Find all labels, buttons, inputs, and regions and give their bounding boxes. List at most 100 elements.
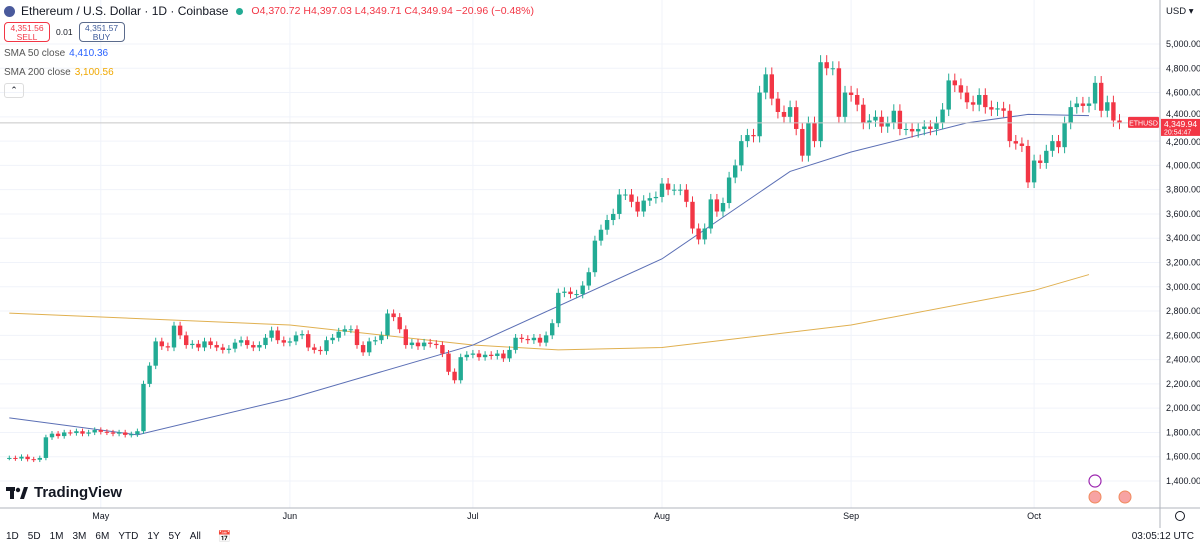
- candle[interactable]: [263, 337, 268, 346]
- candle[interactable]: [745, 135, 750, 142]
- candle[interactable]: [80, 431, 85, 434]
- candle[interactable]: [354, 329, 360, 346]
- candle[interactable]: [885, 122, 890, 127]
- candle[interactable]: [196, 343, 201, 348]
- candle[interactable]: [74, 431, 79, 434]
- candle[interactable]: [562, 291, 567, 293]
- symbol-title[interactable]: Ethereum / U.S. Dollar · 1D · Coinbase: [21, 4, 229, 18]
- candle[interactable]: [458, 357, 463, 381]
- settings-icon[interactable]: [1175, 511, 1185, 521]
- candle[interactable]: [1007, 110, 1012, 142]
- candle[interactable]: [501, 353, 506, 359]
- candle[interactable]: [409, 342, 415, 346]
- candle[interactable]: [818, 62, 823, 142]
- candle[interactable]: [629, 194, 634, 202]
- candle[interactable]: [1068, 107, 1073, 123]
- chevron-up-icon[interactable]: ⌃: [4, 83, 24, 98]
- range-6m[interactable]: 6M: [95, 530, 110, 542]
- candle[interactable]: [470, 353, 476, 355]
- candle[interactable]: [1019, 143, 1025, 146]
- candle[interactable]: [556, 292, 561, 324]
- candle[interactable]: [226, 348, 232, 350]
- candle[interactable]: [110, 432, 116, 434]
- candle[interactable]: [306, 334, 311, 348]
- us-flag-icon[interactable]: [1088, 490, 1102, 504]
- candle[interactable]: [708, 199, 713, 229]
- candle[interactable]: [733, 165, 738, 178]
- candle[interactable]: [806, 122, 811, 156]
- candle[interactable]: [220, 347, 225, 350]
- candle[interactable]: [983, 94, 988, 108]
- candle[interactable]: [153, 341, 158, 366]
- candle[interactable]: [104, 431, 110, 433]
- candle[interactable]: [379, 335, 384, 341]
- candle[interactable]: [928, 126, 933, 129]
- range-5y[interactable]: 5Y: [168, 530, 181, 542]
- candle[interactable]: [897, 110, 903, 129]
- candle[interactable]: [397, 317, 402, 330]
- candle[interactable]: [794, 107, 799, 129]
- candle[interactable]: [1074, 103, 1079, 108]
- candle[interactable]: [177, 325, 183, 336]
- candle[interactable]: [336, 331, 341, 338]
- candle[interactable]: [537, 337, 543, 343]
- candle[interactable]: [299, 334, 305, 336]
- candle[interactable]: [275, 330, 280, 341]
- candle[interactable]: [665, 183, 671, 190]
- candle[interactable]: [977, 94, 982, 105]
- candle[interactable]: [293, 335, 299, 342]
- candle[interactable]: [611, 213, 616, 221]
- candle[interactable]: [775, 98, 781, 112]
- candle[interactable]: [318, 349, 323, 352]
- sma50-legend[interactable]: SMA 50 close 4,410.36: [4, 48, 534, 59]
- candle[interactable]: [861, 104, 866, 123]
- candle[interactable]: [385, 313, 390, 336]
- candle[interactable]: [824, 62, 829, 69]
- candle[interactable]: [855, 94, 860, 105]
- candle[interactable]: [49, 433, 55, 438]
- range-all[interactable]: All: [189, 530, 201, 542]
- candle[interactable]: [525, 338, 530, 341]
- candle[interactable]: [190, 343, 195, 346]
- candle[interactable]: [873, 116, 878, 121]
- candle[interactable]: [934, 122, 939, 129]
- candle[interactable]: [159, 341, 164, 347]
- candle[interactable]: [922, 126, 927, 129]
- candle[interactable]: [421, 342, 427, 347]
- candle[interactable]: [598, 229, 604, 241]
- candle[interactable]: [574, 294, 579, 296]
- sell-button[interactable]: 4,351.56 SELL: [4, 22, 50, 42]
- range-3m[interactable]: 3M: [72, 530, 87, 542]
- candle[interactable]: [586, 272, 591, 286]
- candle[interactable]: [940, 109, 945, 123]
- candle[interactable]: [360, 345, 366, 353]
- candle[interactable]: [251, 345, 256, 348]
- candle[interactable]: [678, 189, 683, 191]
- candle[interactable]: [495, 353, 500, 356]
- candle[interactable]: [123, 432, 128, 435]
- candle[interactable]: [68, 432, 73, 434]
- candle[interactable]: [641, 200, 646, 212]
- candle[interactable]: [129, 434, 134, 436]
- candle[interactable]: [519, 337, 524, 339]
- candle[interactable]: [1105, 102, 1110, 111]
- candle[interactable]: [141, 383, 146, 432]
- candle[interactable]: [1044, 150, 1049, 163]
- candle[interactable]: [812, 122, 817, 142]
- candle[interactable]: [604, 220, 610, 230]
- candle[interactable]: [116, 432, 122, 434]
- candle[interactable]: [489, 354, 494, 356]
- candle[interactable]: [800, 128, 805, 156]
- candle[interactable]: [86, 432, 91, 434]
- candle[interactable]: [324, 340, 329, 352]
- candle[interactable]: [720, 203, 726, 212]
- candle[interactable]: [165, 346, 171, 348]
- candle[interactable]: [1092, 82, 1098, 104]
- candle[interactable]: [848, 92, 854, 95]
- candle[interactable]: [617, 194, 622, 214]
- candle[interactable]: [830, 68, 835, 70]
- candle[interactable]: [1013, 141, 1018, 144]
- candle[interactable]: [7, 457, 12, 459]
- candle[interactable]: [330, 337, 335, 341]
